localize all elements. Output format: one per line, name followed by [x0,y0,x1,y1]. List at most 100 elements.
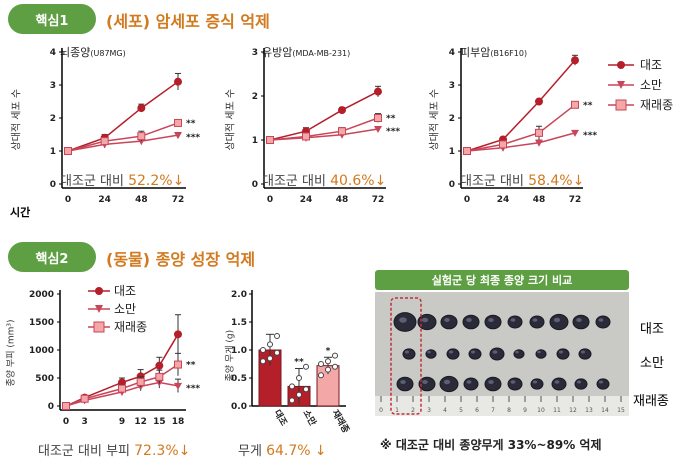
photo-tumor-highlight [443,379,451,385]
chart3-annot-2: *** [583,131,597,141]
chart4-xtick-label: 9 [119,417,125,427]
chart1-xtick-label: 72 [172,195,185,205]
chart5-category-label: 소만 [300,408,319,429]
photo-tumor [462,314,480,330]
photo-tumor [484,376,502,392]
chart4-ytick-label: 500 [35,374,54,384]
chart5-point [274,333,280,339]
chart4-ytick-label: 0 [48,402,54,412]
chart4-ylabel: 종양 부피 (mm³) [6,319,17,387]
chart2-annot-2: *** [386,127,400,137]
photo-banner: 실험군 당 최종 종양 크기 비교 [375,270,629,290]
photo-tumor [402,348,416,360]
chart2-xtick-label: 48 [336,195,349,205]
chart3-point [463,147,471,155]
section2-title: (동물) 종양 성장 억제 [106,250,256,269]
legend-bottom-soman-label: 소만 [114,302,137,316]
chart3-point [499,140,507,149]
chart3-point [571,129,579,137]
chart4-point [155,361,164,370]
legend-marker-circle-icon [608,60,634,69]
photo-ruler-number: 10 [537,407,545,414]
photo-tumor-highlight [515,350,519,354]
chart3-ytick-label: 4 [449,48,455,58]
photo-tumor [513,349,525,359]
chart1-xtick-label: 24 [98,195,111,205]
chart5-point [260,358,266,365]
photo-ruler-number: 11 [553,407,561,414]
photo-highlight-box [390,297,422,415]
photo-tumor [595,315,611,329]
chart1-point [137,104,146,113]
chart5-point [325,366,331,373]
chart1-ytick-label: 0 [50,180,56,190]
photo-ruler-number: 8 [507,407,511,414]
legend-marker-triangle-icon [88,304,110,313]
chart4-reduction: 대조군 대비 부피 72.3%↓ [38,443,191,459]
chart5-point [296,391,302,398]
photo-ruler-number: 9 [523,407,527,414]
chart5-reduction: 무게 64.7% ↓ [238,443,327,459]
chart3-point [535,139,543,147]
chart3-annot-1: ** [583,101,593,111]
chart4-point [118,384,126,393]
chart2-point [338,106,346,115]
chart5-point [332,363,338,370]
chart2-ytick-label: 2 [252,92,258,102]
photo-tumor [507,315,523,329]
photo-tumor [439,375,459,393]
photo-tumor-highlight [421,317,429,323]
chart3-xtick-label: 0 [464,195,470,205]
legend-marker-square-icon [608,99,634,110]
chart4-point [62,402,70,410]
photo-note: ※ 대조군 대비 종양무게 33%~89% 억제 [380,438,602,452]
photo-tumor [507,377,523,391]
photo-tumor [418,376,436,392]
legend-marker-circle-icon [88,286,110,295]
photo-ruler-number: 7 [491,407,495,414]
tumor-photo: 0 1 2 3 4 5 6 7 8 9 10 11 12 13 14 15 [375,292,629,416]
chart2-xtick-label: 24 [300,195,313,205]
chart2-reduction: 대조군 대비 40.6%↓ [262,173,387,189]
chart3-xtick-label: 24 [497,195,510,205]
photo-tumor-highlight [554,380,560,384]
chart5-point [267,341,273,348]
chart1-ytick-label: 4 [50,48,56,58]
chart1-point [174,77,182,86]
chart2-point [302,132,310,141]
chart4-point [155,372,164,381]
photo-tumor-highlight [576,380,582,384]
photo-tumor-highlight [558,350,564,354]
photo-tumor [578,348,592,360]
chart5-category-label: 대조 [271,408,290,429]
chart1-series-line-1 [67,134,179,152]
photo-tumor-highlight [576,318,582,322]
photo-tumor-highlight [553,317,561,323]
photo-tumor [446,348,460,360]
chart2-point [374,126,382,133]
legend-top-jaerae: 재래종 [608,96,673,113]
chart2-point [266,136,274,144]
chart5-ytick-label: 1.0 [231,346,247,356]
photo-ruler [375,396,629,416]
chart1-reduction: 대조군 대비 52.2%↓ [60,173,185,189]
photo-row-label-control: 대조 [640,322,664,337]
chart4-xtick-label: 15 [153,417,166,427]
chart5-category-label: 재래종 [329,408,352,436]
photo-tumor [417,313,437,331]
chart1-annot-1: ** [186,119,196,129]
chart4-ytick-label: 1500 [29,318,54,328]
photo-ruler-number: 5 [459,407,463,414]
photo-tumor [551,377,567,391]
chart2-xtick-label: 0 [267,195,273,205]
chart4-ytick-label: 2000 [29,290,54,300]
section1-title: (세포) 암세포 증식 억제 [106,12,270,31]
chart5-point [303,363,309,370]
chart4-point [174,360,182,369]
photo-tumor [396,376,414,392]
photo-tumor [489,347,505,361]
chart5-point [318,361,324,367]
photo-ruler-number: 2 [411,407,415,414]
